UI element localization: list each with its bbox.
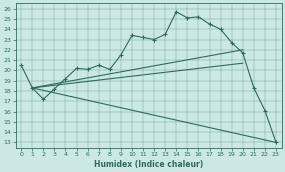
X-axis label: Humidex (Indice chaleur): Humidex (Indice chaleur) [94, 159, 203, 169]
